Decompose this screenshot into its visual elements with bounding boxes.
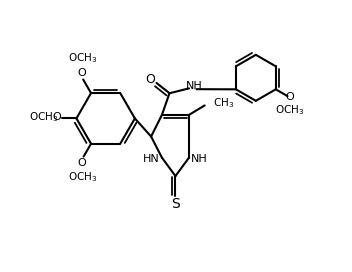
Text: NH: NH (191, 154, 208, 164)
Text: O: O (77, 68, 86, 78)
Text: OCH$_3$: OCH$_3$ (276, 103, 305, 116)
Text: O: O (286, 92, 295, 103)
Text: OCH$_3$: OCH$_3$ (29, 110, 59, 124)
Text: O: O (146, 73, 156, 86)
Text: NH: NH (186, 81, 203, 91)
Text: O: O (52, 112, 61, 122)
Text: CH$_3$: CH$_3$ (213, 96, 234, 110)
Text: OCH$_3$: OCH$_3$ (68, 170, 98, 184)
Text: OCH$_3$: OCH$_3$ (69, 51, 98, 65)
Text: HN: HN (143, 154, 160, 164)
Text: O: O (78, 158, 87, 168)
Text: S: S (171, 197, 180, 211)
